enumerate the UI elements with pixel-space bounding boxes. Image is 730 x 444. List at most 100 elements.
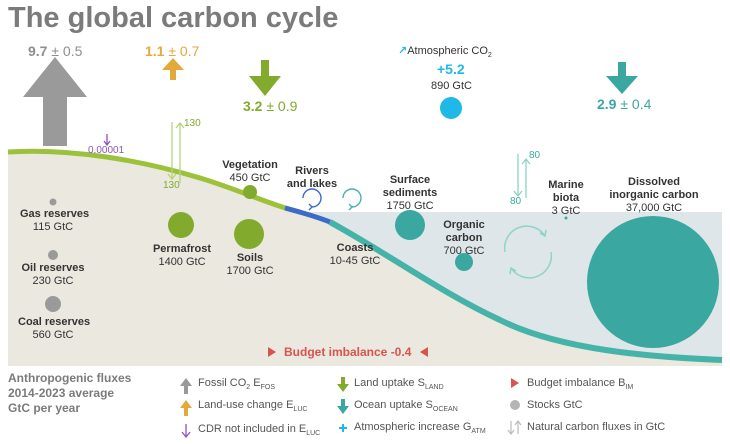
ocean-uptake-flux-label: 2.9 ± 0.4 [597, 96, 651, 112]
legend-fossil-mid: E [250, 377, 261, 389]
sediments-stock [395, 210, 425, 240]
page-title: The global carbon cycle [8, 2, 339, 34]
gas-reserves-value: 115 GtC [32, 221, 74, 233]
organic-carbon-stock [455, 253, 473, 271]
purple-down-arrow-icon [181, 424, 191, 439]
budget-left-triangle-icon [268, 347, 276, 357]
natural-land-down-value: 130 [163, 180, 180, 191]
footer-heading: Anthropogenic fluxes 2014-2023 average G… [8, 371, 131, 416]
cdr-value: 0.00001 [88, 145, 125, 156]
gas-reserves-name: Gas reserves [20, 208, 90, 220]
legend-atmospheric-sub: ATM [471, 428, 486, 436]
soils-stock [234, 219, 264, 249]
coal-reserves-label: Coal reserves 560 GtC [18, 316, 91, 342]
sediments-value: 1750 GtC [386, 200, 434, 212]
green-down-arrow-icon [337, 377, 349, 392]
legend-land-use-text: Land-use change E [198, 399, 294, 411]
organic-name-1: Organic [443, 219, 485, 231]
land-uptake-arrow-icon [249, 60, 281, 96]
coasts-name: Coasts [336, 242, 374, 254]
land-surface [8, 151, 300, 366]
cyan-plus-icon [339, 424, 347, 432]
atmosphere-label-text: Atmospheric CO [407, 45, 488, 57]
natural-ocean-flux-icon [513, 154, 531, 198]
legend-ocean-uptake-text: Ocean uptake S [354, 399, 433, 411]
cdr-arrow-icon [103, 134, 111, 147]
legend-cdr-text: CDR not included in E [198, 423, 307, 435]
rivers-cycle-icon [302, 188, 322, 211]
atmosphere-stock-value: 890 GtC [431, 80, 472, 92]
footer-line-3: GtC per year [8, 401, 81, 415]
marine-biota-label: Marine biota 3 GtC [541, 179, 591, 218]
legend-budget-text: Budget imbalance B [527, 377, 626, 389]
coast-cycle-icon [342, 188, 362, 211]
legend-land-use-sub: LUC [293, 406, 308, 414]
teal-down-arrow-icon [337, 399, 349, 414]
gas-stock [49, 198, 57, 206]
biota-value: 3 GtC [551, 205, 581, 217]
grey-up-arrow-icon [180, 378, 192, 394]
legend-budget: Budget imbalance BIM [527, 377, 633, 391]
vegetation-name: Vegetation [222, 159, 278, 171]
fossil-arrow-icon [23, 57, 87, 146]
orange-up-arrow-icon [180, 400, 192, 416]
coasts-label: Coasts 10-45 GtC [326, 242, 384, 268]
land-uptake-flux-label: 3.2 ± 0.9 [243, 98, 297, 114]
land-use-flux-value: 1.1 [145, 43, 165, 59]
coast-blue-line [284, 205, 331, 225]
organic-carbon-label: Organic carbon 700 GtC [436, 219, 492, 258]
legend-land-uptake-sub: LAND [424, 384, 444, 392]
footer-line-2: 2014-2023 average [8, 386, 115, 400]
dic-stock [587, 216, 719, 348]
fossil-flux-label: 9.7 ± 0.5 [28, 43, 82, 59]
legend-fossil-sub2: FOS [260, 384, 275, 392]
oil-reserves-label: Oil reserves 230 GtC [20, 262, 86, 288]
legend-ocean-uptake: Ocean uptake SOCEAN [354, 399, 458, 413]
permafrost-name: Permafrost [152, 243, 212, 255]
legend-stocks: Stocks GtC [527, 399, 583, 411]
legend-atmospheric: Atmospheric increase GATM [354, 421, 486, 435]
permafrost-stock [168, 212, 194, 238]
rivers-name-2: and lakes [286, 178, 338, 190]
footer-line-1: Anthropogenic fluxes [8, 371, 132, 385]
legend-natural-fluxes: Natural carbon fluxes in GtC [527, 421, 666, 433]
vegetation-value: 450 GtC [229, 172, 271, 184]
grey-circle-icon [510, 400, 520, 410]
ocean-cycle-icon [503, 225, 553, 279]
sediments-name-1: Surface [389, 174, 431, 186]
natural-land-flux-icon [167, 121, 185, 183]
land-use-arrow-icon [162, 58, 184, 80]
fossil-flux-value: 9.7 [28, 43, 48, 59]
coal-reserves-value: 560 GtC [32, 329, 74, 341]
legend-atmospheric-text: Atmospheric increase G [354, 421, 472, 433]
soils-label: Soils 1700 GtC [222, 252, 278, 278]
sediments-label: Surface sediments 1750 GtC [380, 174, 440, 213]
coal-reserves-name: Coal reserves [18, 316, 91, 328]
atmosphere-stock [440, 97, 462, 119]
atmosphere-increase-icon: ↗ [398, 45, 408, 57]
legend-budget-sub: IM [625, 384, 634, 392]
atmosphere-increase-value: +5.2 [437, 61, 465, 77]
dic-name-2: inorganic carbon [609, 189, 699, 201]
marine-biota-stock [564, 216, 568, 220]
natural-ocean-down-value: 80 [510, 196, 522, 207]
atmosphere-label: ↗Atmospheric CO2 [398, 44, 492, 59]
legend-land-uptake: Land uptake SLAND [354, 377, 444, 391]
budget-imbalance-label: Budget imbalance -0.4 [284, 345, 412, 359]
legend-fossil-sub1: 2 [246, 384, 251, 392]
legend-fossil: Fossil CO2 EFOS [198, 377, 275, 391]
vegetation-label: Vegetation 450 GtC [220, 159, 280, 185]
land-uptake-flux-value: 3.2 [243, 98, 263, 114]
ocean-uptake-flux-uncertainty: ± 0.4 [620, 96, 652, 112]
permafrost-value: 1400 GtC [158, 256, 206, 268]
rivers-lakes-label: Rivers and lakes [284, 165, 340, 191]
budget-right-triangle-icon [420, 347, 428, 357]
gas-reserves-label: Gas reserves 115 GtC [20, 208, 90, 234]
rivers-name-1: Rivers [295, 165, 329, 177]
oil-reserves-name: Oil reserves [21, 262, 85, 274]
vegetation-stock [243, 185, 257, 199]
biota-name-1: Marine [548, 179, 584, 191]
soils-name: Soils [236, 252, 264, 264]
permafrost-label: Permafrost 1400 GtC [152, 243, 212, 269]
legend-land-uptake-text: Land uptake S [354, 377, 425, 389]
